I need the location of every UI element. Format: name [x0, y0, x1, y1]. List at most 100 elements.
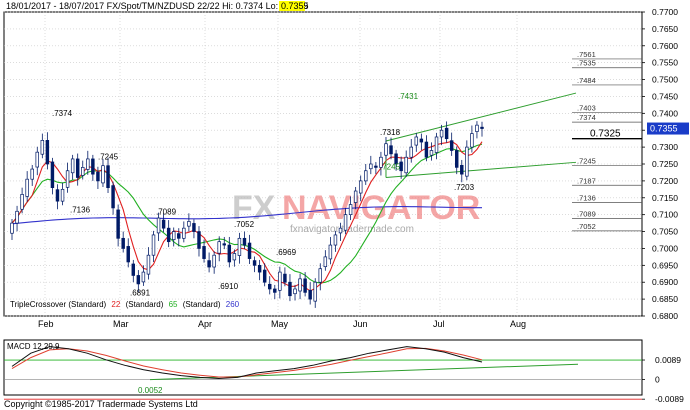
price-tick-label: 0.7250 [652, 159, 678, 169]
price-tick-label: 0.7500 [652, 75, 678, 85]
level-label: .7245 [577, 157, 596, 166]
candle-body [419, 138, 424, 143]
candle-body [60, 188, 65, 202]
legend-ma1: 22 [111, 300, 120, 309]
month-axis: Feb Mar Apr May Jun Jul Aug [38, 319, 526, 329]
candle-body [343, 214, 348, 231]
level-label: .7374 [577, 113, 596, 122]
macd-title: MACD 12,29,9 [7, 342, 60, 351]
legend-ma2-suffix: (Standard) [183, 300, 221, 309]
price-tick-label: 0.6850 [652, 294, 678, 304]
candle-body [323, 256, 328, 268]
candle-body [75, 158, 80, 178]
candle-body [177, 233, 181, 239]
candle-body [338, 227, 343, 234]
candle-body [333, 234, 338, 246]
candle-body [217, 241, 221, 254]
price-axis: 0.6800 0.6850 0.6900 0.6950 0.7000 0.7050 0.71… [642, 7, 689, 321]
indicator-legend: TripleCrossover (Standard) 22 (Standard)… [10, 300, 240, 309]
candle-body [232, 253, 237, 261]
candle-body [434, 136, 439, 153]
watermark-url: fxnavigator.tradermade.com [290, 224, 414, 235]
candle-body [40, 140, 45, 155]
candle-body [384, 143, 388, 156]
candle-body [399, 161, 403, 172]
price-annotation: .7431 [398, 92, 419, 101]
candle-body [212, 254, 216, 268]
macd-signal-line [11, 347, 483, 378]
candle-body [146, 254, 151, 275]
legend-ma2: 65 [169, 300, 178, 309]
macd-tick-label: 0.0089 [655, 355, 681, 365]
price-tick-label: 0.7200 [652, 176, 678, 186]
candle-body [308, 289, 312, 300]
candle-body [273, 288, 277, 293]
level-label: .7484 [577, 76, 596, 85]
candle-body [25, 178, 29, 197]
candle-body [465, 146, 469, 177]
candle-body [353, 190, 358, 203]
chart-header: 18/01/2017 - 18/07/2017 FX/Spot/TM/NZDUS… [6, 1, 308, 11]
level-label: .7187 [577, 176, 596, 185]
candle-body [293, 288, 297, 295]
level-label: .7089 [577, 209, 596, 218]
candle-body [161, 219, 166, 229]
candle-body [414, 136, 419, 146]
price-annotation: .7089 [156, 207, 177, 216]
price-tick-label: 0.7700 [652, 7, 678, 17]
candle-body [187, 221, 191, 227]
candle-body [197, 231, 201, 249]
candle-body [470, 133, 474, 148]
price-annotation: .7245 [380, 163, 401, 172]
candle-body [278, 271, 282, 291]
candle-body [131, 263, 136, 276]
candle-body [439, 129, 444, 138]
price-tick-label: 0.6900 [652, 277, 678, 287]
candle-body [65, 170, 70, 188]
candle-body [81, 167, 85, 176]
month-label: Feb [38, 319, 54, 329]
candlesticks [10, 121, 484, 308]
candle-body [30, 168, 34, 180]
candle-body [247, 242, 252, 259]
price-annotation: .6891 [130, 288, 151, 297]
candle-body [313, 281, 317, 302]
candle-body [364, 170, 368, 182]
candle-body [171, 231, 176, 241]
price-annotation: .6969 [276, 248, 297, 257]
level-label: .7136 [577, 194, 596, 203]
ma260-line [11, 206, 482, 225]
macd-indicator: 0.0052 [4, 346, 642, 400]
price-tick-label: 0.7300 [652, 142, 678, 152]
candle-body [348, 204, 353, 216]
month-label: Jun [353, 319, 368, 329]
level-label: .7535 [577, 59, 596, 68]
month-label: Aug [510, 319, 526, 329]
candle-body [288, 281, 292, 297]
legend-ma1-suffix: (Standard) [126, 300, 164, 309]
candle-body [126, 246, 130, 263]
candle-body [96, 171, 100, 182]
candle-body [252, 260, 257, 266]
price-tick-label: 0.7150 [652, 193, 678, 203]
candle-body [121, 237, 125, 249]
ma65-line [11, 143, 483, 284]
price-tick-label: 0.7400 [652, 108, 678, 118]
candle-body [303, 278, 307, 293]
last-price-label: 0.7355 [650, 124, 678, 134]
watermark-navigator: NAVIGATOR [282, 189, 480, 227]
candle-body [86, 158, 90, 170]
candle-body [242, 237, 247, 246]
legend-prefix: TripleCrossover (Standard) [10, 300, 107, 309]
candle-body [91, 158, 95, 175]
price-grid [4, 11, 642, 317]
candle-body [475, 124, 479, 132]
candle-body [156, 217, 161, 234]
support-resistance-levels: .7561.7535 .7484 .7403.7374 .7245 .7187 .7136… [572, 50, 642, 232]
candle-body [262, 269, 267, 283]
legend-ma3: 260 [226, 300, 240, 309]
price-tick-label: 0.7100 [652, 210, 678, 220]
candle-body [106, 165, 110, 188]
price-annotation: .7245 [98, 153, 119, 162]
